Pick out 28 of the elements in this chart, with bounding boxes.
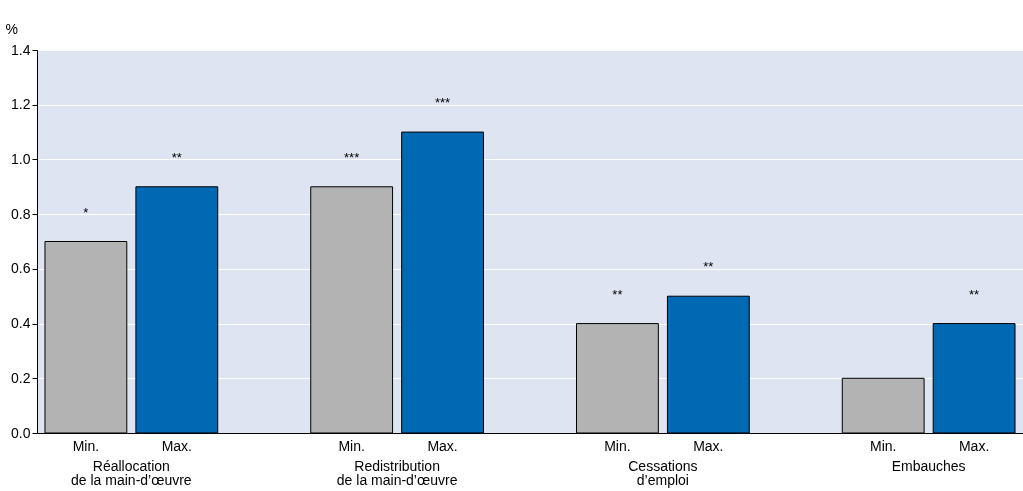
series-label: Min.	[72, 438, 100, 454]
y-tick-label: 1.0	[11, 150, 31, 167]
data-label: ***	[344, 149, 360, 165]
y-tick-label: 0.4	[11, 315, 31, 332]
y-tick-label: 0.0	[11, 424, 31, 441]
y-tick-label: 0.8	[11, 205, 31, 222]
x-tick-label: Redistribution de la main-d’œuvre	[336, 457, 458, 488]
y-axis-title: %	[5, 20, 18, 37]
data-label: **	[171, 149, 182, 165]
text: Max.	[958, 438, 990, 454]
data-label: ***	[434, 95, 451, 111]
y-tick-label: 1.2	[11, 96, 31, 113]
text: Max.	[693, 438, 724, 454]
y-tick-label: 0.2	[11, 369, 31, 386]
data-label: **	[703, 259, 714, 275]
text: Min.	[338, 438, 365, 454]
text: Max.	[427, 438, 458, 454]
data-label: **	[969, 286, 980, 302]
y-tick-label: 0.6	[11, 260, 31, 277]
series-label: Max.	[161, 438, 192, 454]
x-tick-label: Cessations d’emploi	[628, 457, 698, 488]
text: Min.	[604, 438, 631, 454]
y-tick-label: 1.4	[11, 41, 31, 58]
x-tick-label: Embauches	[891, 457, 966, 474]
x-tick-label: Réallocation de la main-d’œuvre	[71, 457, 192, 488]
text: Min.	[869, 438, 897, 454]
data-label: **	[612, 286, 623, 302]
data-label: *	[83, 204, 89, 220]
